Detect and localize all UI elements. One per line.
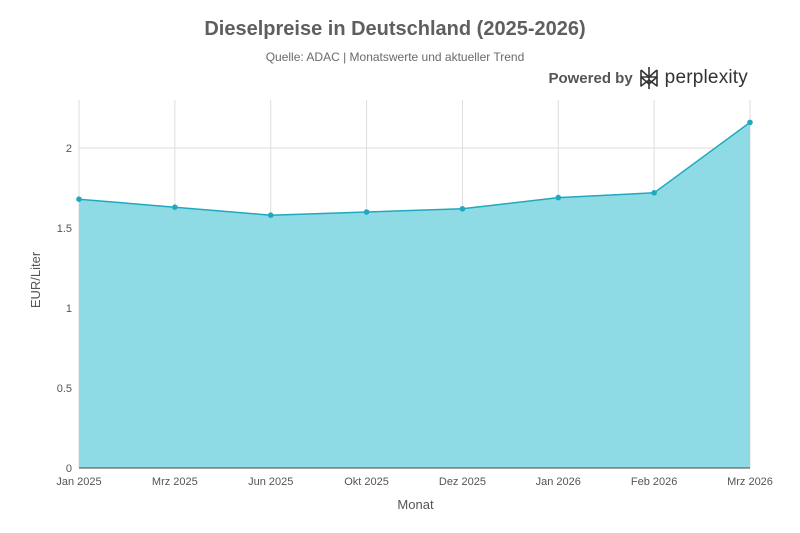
- y-tick-label: 0: [66, 463, 72, 475]
- x-tick-label: Dez 2025: [439, 476, 486, 488]
- data-point: [555, 194, 562, 201]
- data-point: [267, 212, 274, 218]
- data-point: [747, 119, 753, 126]
- x-axis-title: Monat: [397, 497, 434, 512]
- y-tick-label: 1.5: [57, 223, 72, 235]
- x-tick-label: Okt 2025: [344, 476, 389, 488]
- data-point: [651, 190, 657, 196]
- y-tick-label: 2: [66, 143, 72, 155]
- x-tick-label: Mrz 2025: [152, 476, 198, 488]
- x-tick-label: Feb 2026: [631, 476, 677, 488]
- data-point: [172, 204, 178, 210]
- y-axis-title: EUR/Liter: [28, 251, 43, 308]
- powered-by-text: Powered by: [548, 69, 633, 87]
- series-line: [78, 121, 751, 216]
- x-tick-label: Jan 2026: [536, 476, 581, 488]
- chart-subtitle: Quelle: ADAC | Monatswerte und aktueller…: [265, 50, 525, 64]
- chart-title: Dieselpreise in Deutschland (2025-2026): [204, 18, 586, 40]
- area-fill: [79, 122, 750, 469]
- perplexity-logo-icon: [639, 67, 658, 89]
- branding: Powered by perplexity: [548, 66, 748, 90]
- x-tick-label: Jun 2025: [248, 476, 293, 488]
- data-point: [459, 206, 466, 212]
- x-tick-label: Jan 2025: [56, 476, 101, 488]
- y-tick-label: 1: [66, 303, 72, 315]
- brand-name: perplexity: [664, 67, 748, 88]
- y-tick-label: 0.5: [57, 383, 72, 395]
- data-point: [363, 209, 370, 215]
- x-tick-label: Mrz 2026: [727, 476, 773, 488]
- data-point: [76, 196, 82, 202]
